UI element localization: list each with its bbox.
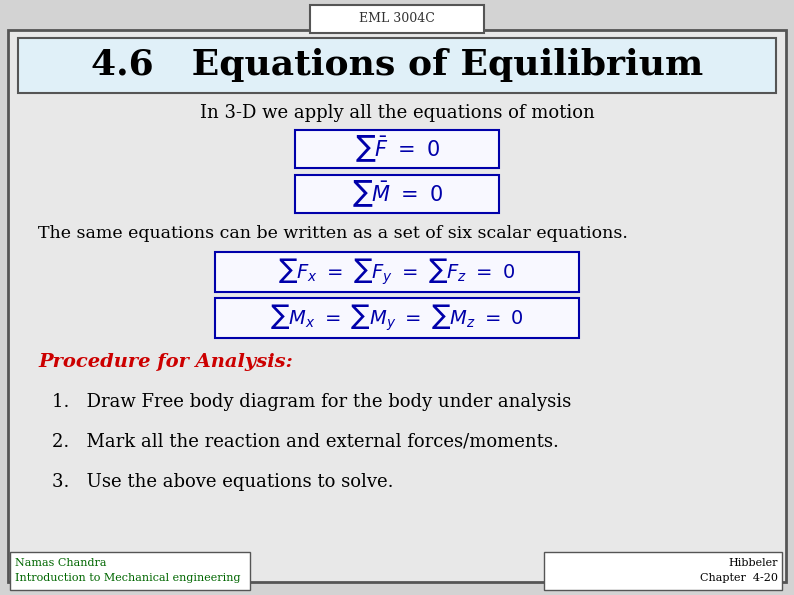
FancyBboxPatch shape — [295, 130, 499, 168]
Text: $\sum M_x\ =\ \sum M_y\ =\ \sum M_z\ =\ 0$: $\sum M_x\ =\ \sum M_y\ =\ \sum M_z\ =\ … — [270, 303, 524, 333]
Text: $\sum\bar{M}\ =\ 0$: $\sum\bar{M}\ =\ 0$ — [352, 178, 442, 209]
Text: $\sum\bar{F}\ =\ 0$: $\sum\bar{F}\ =\ 0$ — [355, 134, 439, 164]
Text: 4.6   Equations of Equilibrium: 4.6 Equations of Equilibrium — [91, 49, 703, 83]
FancyBboxPatch shape — [310, 5, 484, 33]
Text: $\sum F_x\ =\ \sum F_y\ =\ \sum F_z\ =\ 0$: $\sum F_x\ =\ \sum F_y\ =\ \sum F_z\ =\ … — [279, 257, 515, 287]
Text: Namas Chandra: Namas Chandra — [15, 558, 106, 568]
FancyBboxPatch shape — [8, 30, 786, 582]
Text: EML 3004C: EML 3004C — [359, 12, 435, 26]
FancyBboxPatch shape — [215, 252, 579, 292]
Text: In 3-D we apply all the equations of motion: In 3-D we apply all the equations of mot… — [199, 104, 595, 122]
Text: Introduction to Mechanical engineering: Introduction to Mechanical engineering — [15, 573, 241, 583]
FancyBboxPatch shape — [215, 298, 579, 338]
Text: Procedure for Analysis:: Procedure for Analysis: — [38, 353, 293, 371]
Text: Hibbeler: Hibbeler — [729, 558, 778, 568]
Text: 1.   Draw Free body diagram for the body under analysis: 1. Draw Free body diagram for the body u… — [52, 393, 571, 411]
Text: 2.   Mark all the reaction and external forces/moments.: 2. Mark all the reaction and external fo… — [52, 433, 559, 451]
FancyBboxPatch shape — [18, 38, 776, 93]
Text: 3.   Use the above equations to solve.: 3. Use the above equations to solve. — [52, 473, 394, 491]
Text: Chapter  4-20: Chapter 4-20 — [700, 573, 778, 583]
FancyBboxPatch shape — [10, 552, 250, 590]
Text: The same equations can be written as a set of six scalar equations.: The same equations can be written as a s… — [38, 224, 628, 242]
FancyBboxPatch shape — [544, 552, 782, 590]
FancyBboxPatch shape — [295, 175, 499, 213]
